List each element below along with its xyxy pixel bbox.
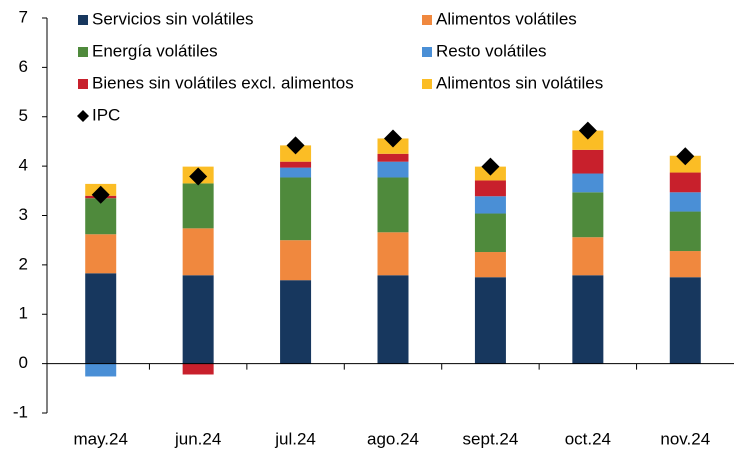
x-tick-label: ago.24 <box>367 429 419 448</box>
bar-segment <box>182 228 214 276</box>
bar-segment <box>572 237 604 276</box>
legend-swatch <box>422 47 432 57</box>
legend-swatch <box>78 15 88 25</box>
bar-segment <box>377 153 409 162</box>
bar-segment <box>669 211 701 252</box>
y-tick-label: 6 <box>19 57 28 76</box>
legend-label: Energía volátiles <box>92 41 218 60</box>
bar-segment <box>280 240 312 281</box>
bar-segment <box>85 234 117 274</box>
ipc-marker <box>189 167 208 186</box>
bar-segment <box>182 183 214 229</box>
bar-segment <box>474 252 506 278</box>
bar-segment <box>85 198 117 235</box>
bar-segment <box>572 130 604 150</box>
x-tick-label: jul.24 <box>274 429 316 448</box>
bar-segment <box>182 363 214 375</box>
bar-segment <box>280 177 312 241</box>
bar-segment <box>474 180 506 197</box>
y-tick-label: 2 <box>19 254 28 273</box>
bar-segment <box>182 275 214 364</box>
bar-segment <box>377 177 409 233</box>
ipc-marker <box>384 129 402 148</box>
ipc-marker <box>578 121 597 140</box>
bar-segment <box>280 167 312 178</box>
legend-swatch <box>422 79 432 89</box>
bar-segment <box>280 161 312 168</box>
bar-segment <box>377 161 409 178</box>
bar-segment <box>474 196 506 214</box>
y-tick-label: 7 <box>19 7 28 26</box>
bar-segment <box>669 251 701 278</box>
legend-label: IPC <box>92 105 120 124</box>
ipc-marker <box>676 147 695 166</box>
ipc-marker <box>286 136 305 155</box>
legend-label: Resto volátiles <box>436 41 547 60</box>
x-tick-label: sept.24 <box>463 429 519 448</box>
bar-segment <box>572 149 604 174</box>
legend-label: Servicios sin volátiles <box>92 9 254 28</box>
bar-segment <box>474 213 506 253</box>
bar-segment <box>377 232 409 276</box>
bar-segment <box>85 363 117 377</box>
y-tick-label: 0 <box>19 353 28 372</box>
bar-segment <box>572 275 604 364</box>
bar-segment <box>572 173 604 193</box>
legend-label: Alimentos sin volátiles <box>436 73 603 92</box>
ipc-marker <box>481 157 500 176</box>
bar-segment <box>280 280 312 364</box>
bar-segment <box>85 273 117 364</box>
y-tick-label: 5 <box>19 106 28 125</box>
y-tick-label: 1 <box>19 304 28 323</box>
x-tick-label: oct.24 <box>565 429 611 448</box>
bar-segment <box>669 277 701 364</box>
bar-segment <box>669 192 701 212</box>
legend-swatch <box>78 79 88 89</box>
y-tick-label: -1 <box>13 402 28 421</box>
legend-marker <box>77 110 89 122</box>
x-tick-label: nov.24 <box>660 429 710 448</box>
y-tick-label: 3 <box>19 205 28 224</box>
legend-swatch <box>78 47 88 57</box>
bar-segment <box>377 275 409 364</box>
y-tick-label: 4 <box>19 156 28 175</box>
bar-segment <box>669 172 701 193</box>
ipc-marker <box>91 185 110 204</box>
x-tick-label: may.24 <box>73 429 128 448</box>
bar-segment <box>572 192 604 238</box>
legend-swatch <box>422 15 432 25</box>
bar-segment <box>474 277 506 364</box>
legend-label: Bienes sin volátiles excl. alimentos <box>92 73 354 92</box>
legend-label: Alimentos volátiles <box>436 9 577 28</box>
x-tick-label: jun.24 <box>174 429 221 448</box>
